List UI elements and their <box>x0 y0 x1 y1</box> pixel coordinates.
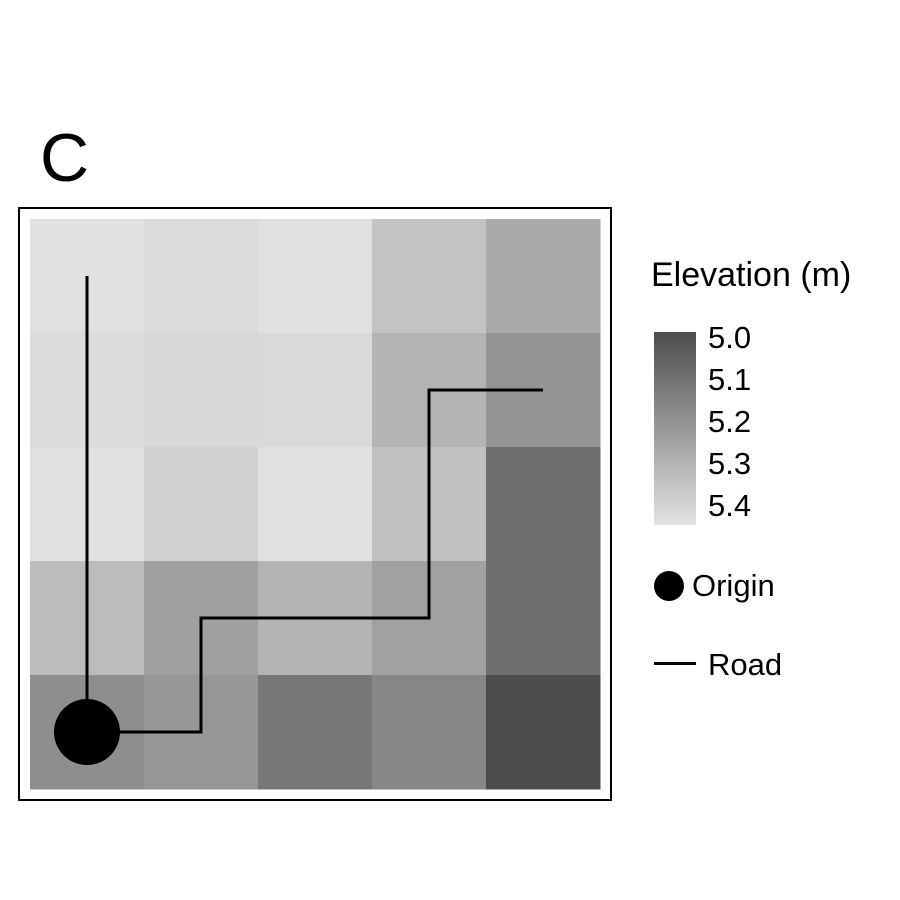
colorbar-tick-label: 5.2 <box>708 404 752 439</box>
raster-cells <box>30 219 601 790</box>
raster-cell <box>486 447 601 562</box>
raster-cell <box>372 675 487 790</box>
raster-cell <box>144 219 259 334</box>
raster-cell <box>486 219 601 334</box>
raster-cell <box>144 333 259 448</box>
elevation-map <box>30 219 601 790</box>
legend-title: Elevation (m) <box>651 256 852 294</box>
road-overlay <box>54 276 543 765</box>
colorbar-tick-label: 5.0 <box>708 320 752 355</box>
map-frame <box>18 207 612 801</box>
raster-cell <box>372 219 487 334</box>
raster-cell <box>258 675 373 790</box>
colorbar-tick-label: 5.1 <box>708 362 752 397</box>
elevation-colorbar <box>654 332 696 525</box>
panel-label: C <box>40 120 90 196</box>
raster-cell <box>144 447 259 562</box>
raster-cell <box>486 675 601 790</box>
raster-cell <box>486 561 601 676</box>
origin-legend-symbol <box>654 571 684 601</box>
raster-cell <box>258 333 373 448</box>
origin-marker <box>54 699 120 765</box>
origin-legend-label: Origin <box>692 568 775 603</box>
raster-cell <box>258 447 373 562</box>
raster-cell <box>258 219 373 334</box>
road-legend-label: Road <box>708 647 783 682</box>
road-legend-symbol <box>654 662 696 665</box>
colorbar-tick-label: 5.4 <box>708 488 752 523</box>
colorbar-tick-label: 5.3 <box>708 446 752 481</box>
